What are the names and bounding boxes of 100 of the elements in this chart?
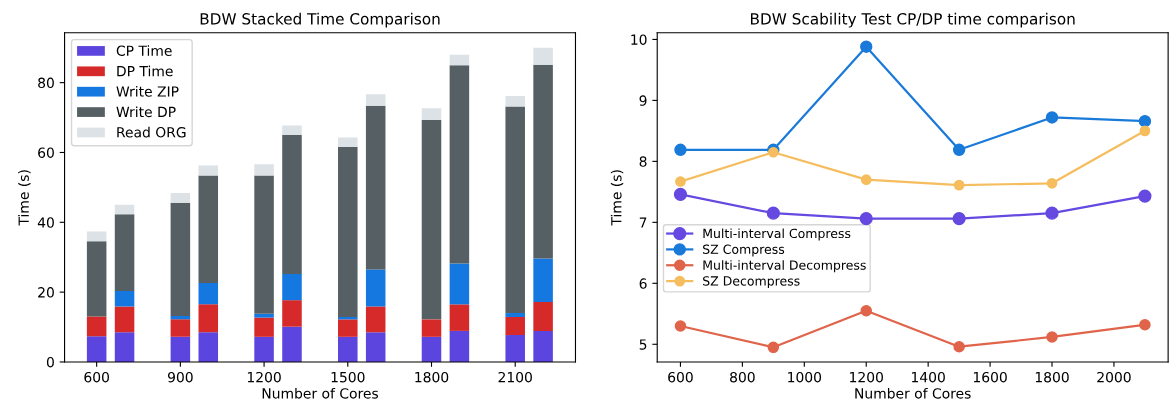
x-tick-label: 2000 <box>1097 371 1131 383</box>
legend-label: Read ORG <box>117 126 186 138</box>
bar <box>449 54 470 66</box>
point <box>1045 206 1059 220</box>
bar <box>365 269 386 307</box>
bar <box>114 204 135 215</box>
y-tick-label: 10 <box>631 34 647 45</box>
legend-label: Multi-interval Decompress <box>703 260 866 273</box>
x-axis-title: Number of Cores <box>855 387 971 399</box>
x-tick-label: 1400 <box>912 371 945 383</box>
x-tick-label: 900 <box>167 371 193 383</box>
point <box>674 143 687 156</box>
y-tick-label: 7 <box>639 217 647 228</box>
point <box>953 179 965 191</box>
bar <box>198 165 219 176</box>
bar <box>282 135 302 274</box>
bar <box>114 291 135 307</box>
y-tick-label: 20 <box>38 287 54 298</box>
bar <box>505 313 525 317</box>
bar <box>505 106 525 314</box>
bar <box>421 336 442 362</box>
x-tick-label: 1500 <box>331 371 365 383</box>
x-tick-label: 1600 <box>973 371 1007 383</box>
bar <box>449 65 470 264</box>
bar <box>198 304 219 333</box>
point <box>1046 177 1058 189</box>
bar <box>198 332 219 362</box>
x-tick-label: 1000 <box>788 371 822 383</box>
y-tick-label: 9 <box>639 95 647 106</box>
point <box>952 212 966 226</box>
bar <box>170 192 191 203</box>
bar <box>114 332 135 362</box>
legend-label: SZ Compress <box>703 244 785 257</box>
y-tick-label: 80 <box>38 77 54 89</box>
point <box>860 40 873 53</box>
bar <box>170 319 191 337</box>
x-axis-title: Number of Cores <box>262 387 379 399</box>
point <box>673 187 688 201</box>
bar <box>170 202 191 316</box>
y-tick-label: 60 <box>38 147 54 158</box>
y-tick-label: 5 <box>639 339 647 350</box>
point <box>1138 189 1152 203</box>
bar <box>254 317 274 337</box>
bar <box>338 146 358 317</box>
x-tick-label: 1800 <box>415 371 449 383</box>
bar <box>505 335 525 362</box>
x-tick-label: 2100 <box>498 371 532 383</box>
bar <box>86 336 107 362</box>
y-tick-label: 0 <box>46 356 54 368</box>
bar <box>254 313 274 318</box>
point <box>674 320 687 332</box>
bar <box>282 300 302 327</box>
point <box>1045 111 1059 124</box>
point <box>1138 114 1152 128</box>
point <box>767 341 780 354</box>
bar <box>338 319 358 337</box>
bar <box>338 137 358 147</box>
legend-label: SZ Decompress <box>703 276 800 289</box>
bar <box>449 263 470 305</box>
legend-label: CP Time <box>116 45 172 56</box>
bar <box>365 332 386 362</box>
point <box>1139 125 1151 137</box>
bar <box>254 175 274 314</box>
y-axis-title: Time (s) <box>610 170 624 226</box>
bar <box>338 336 358 362</box>
bar <box>86 241 107 317</box>
bar <box>254 164 274 176</box>
y-axis-title: Time (s) <box>18 170 31 226</box>
point <box>766 206 780 220</box>
point <box>1046 331 1058 343</box>
point <box>860 304 872 317</box>
legend-label: Write ZIP <box>116 85 179 97</box>
bar <box>533 258 553 302</box>
bar <box>505 95 525 107</box>
bar <box>198 283 219 305</box>
bar <box>86 231 107 242</box>
bar <box>533 301 553 331</box>
bar <box>421 319 442 337</box>
bar <box>198 175 219 284</box>
bar <box>421 108 442 121</box>
point <box>860 174 872 186</box>
legend-label: DP Time <box>117 65 173 77</box>
point <box>675 176 686 187</box>
chart-title: BDW Stacked Time Comparison <box>200 12 440 28</box>
bar <box>449 330 470 362</box>
bar <box>86 316 107 337</box>
bar <box>114 306 135 333</box>
bar <box>170 336 191 362</box>
bar <box>365 306 386 333</box>
x-tick-label: 600 <box>668 371 693 383</box>
chart-title: BDW Scability Test CP/DP time comparison <box>750 12 1075 28</box>
x-tick-label: 800 <box>730 371 755 383</box>
bar <box>282 125 302 136</box>
x-tick-label: 1200 <box>247 371 281 383</box>
bar <box>533 47 553 65</box>
legend-label: Write DP <box>116 106 176 118</box>
x-tick-label: 1800 <box>1035 371 1069 383</box>
bar <box>365 105 386 270</box>
point <box>1139 319 1151 331</box>
point <box>953 340 965 353</box>
